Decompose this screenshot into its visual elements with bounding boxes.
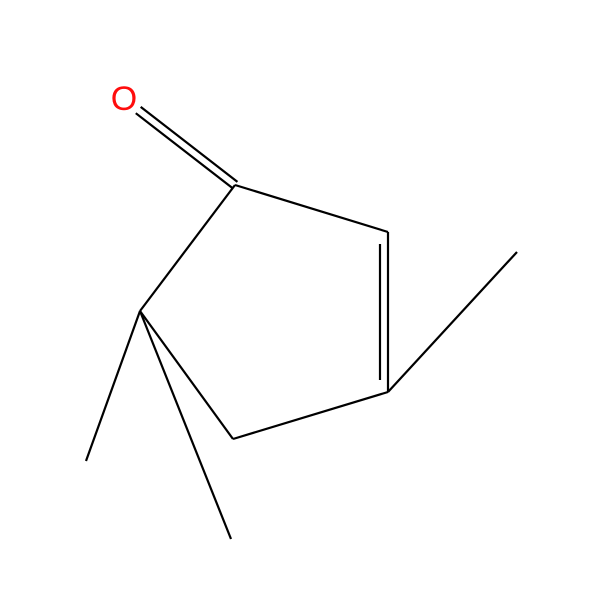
bond-line xyxy=(136,113,233,188)
bond-line xyxy=(235,185,388,232)
bond-line xyxy=(140,185,235,311)
bond-line xyxy=(140,311,231,539)
molecule-canvas: O xyxy=(0,0,600,600)
atom-label-o: O xyxy=(111,80,137,118)
bond-line xyxy=(141,107,238,182)
bond-line xyxy=(140,311,233,439)
bond-line xyxy=(86,311,140,461)
bond-line xyxy=(233,392,388,439)
bond-line xyxy=(388,252,517,392)
